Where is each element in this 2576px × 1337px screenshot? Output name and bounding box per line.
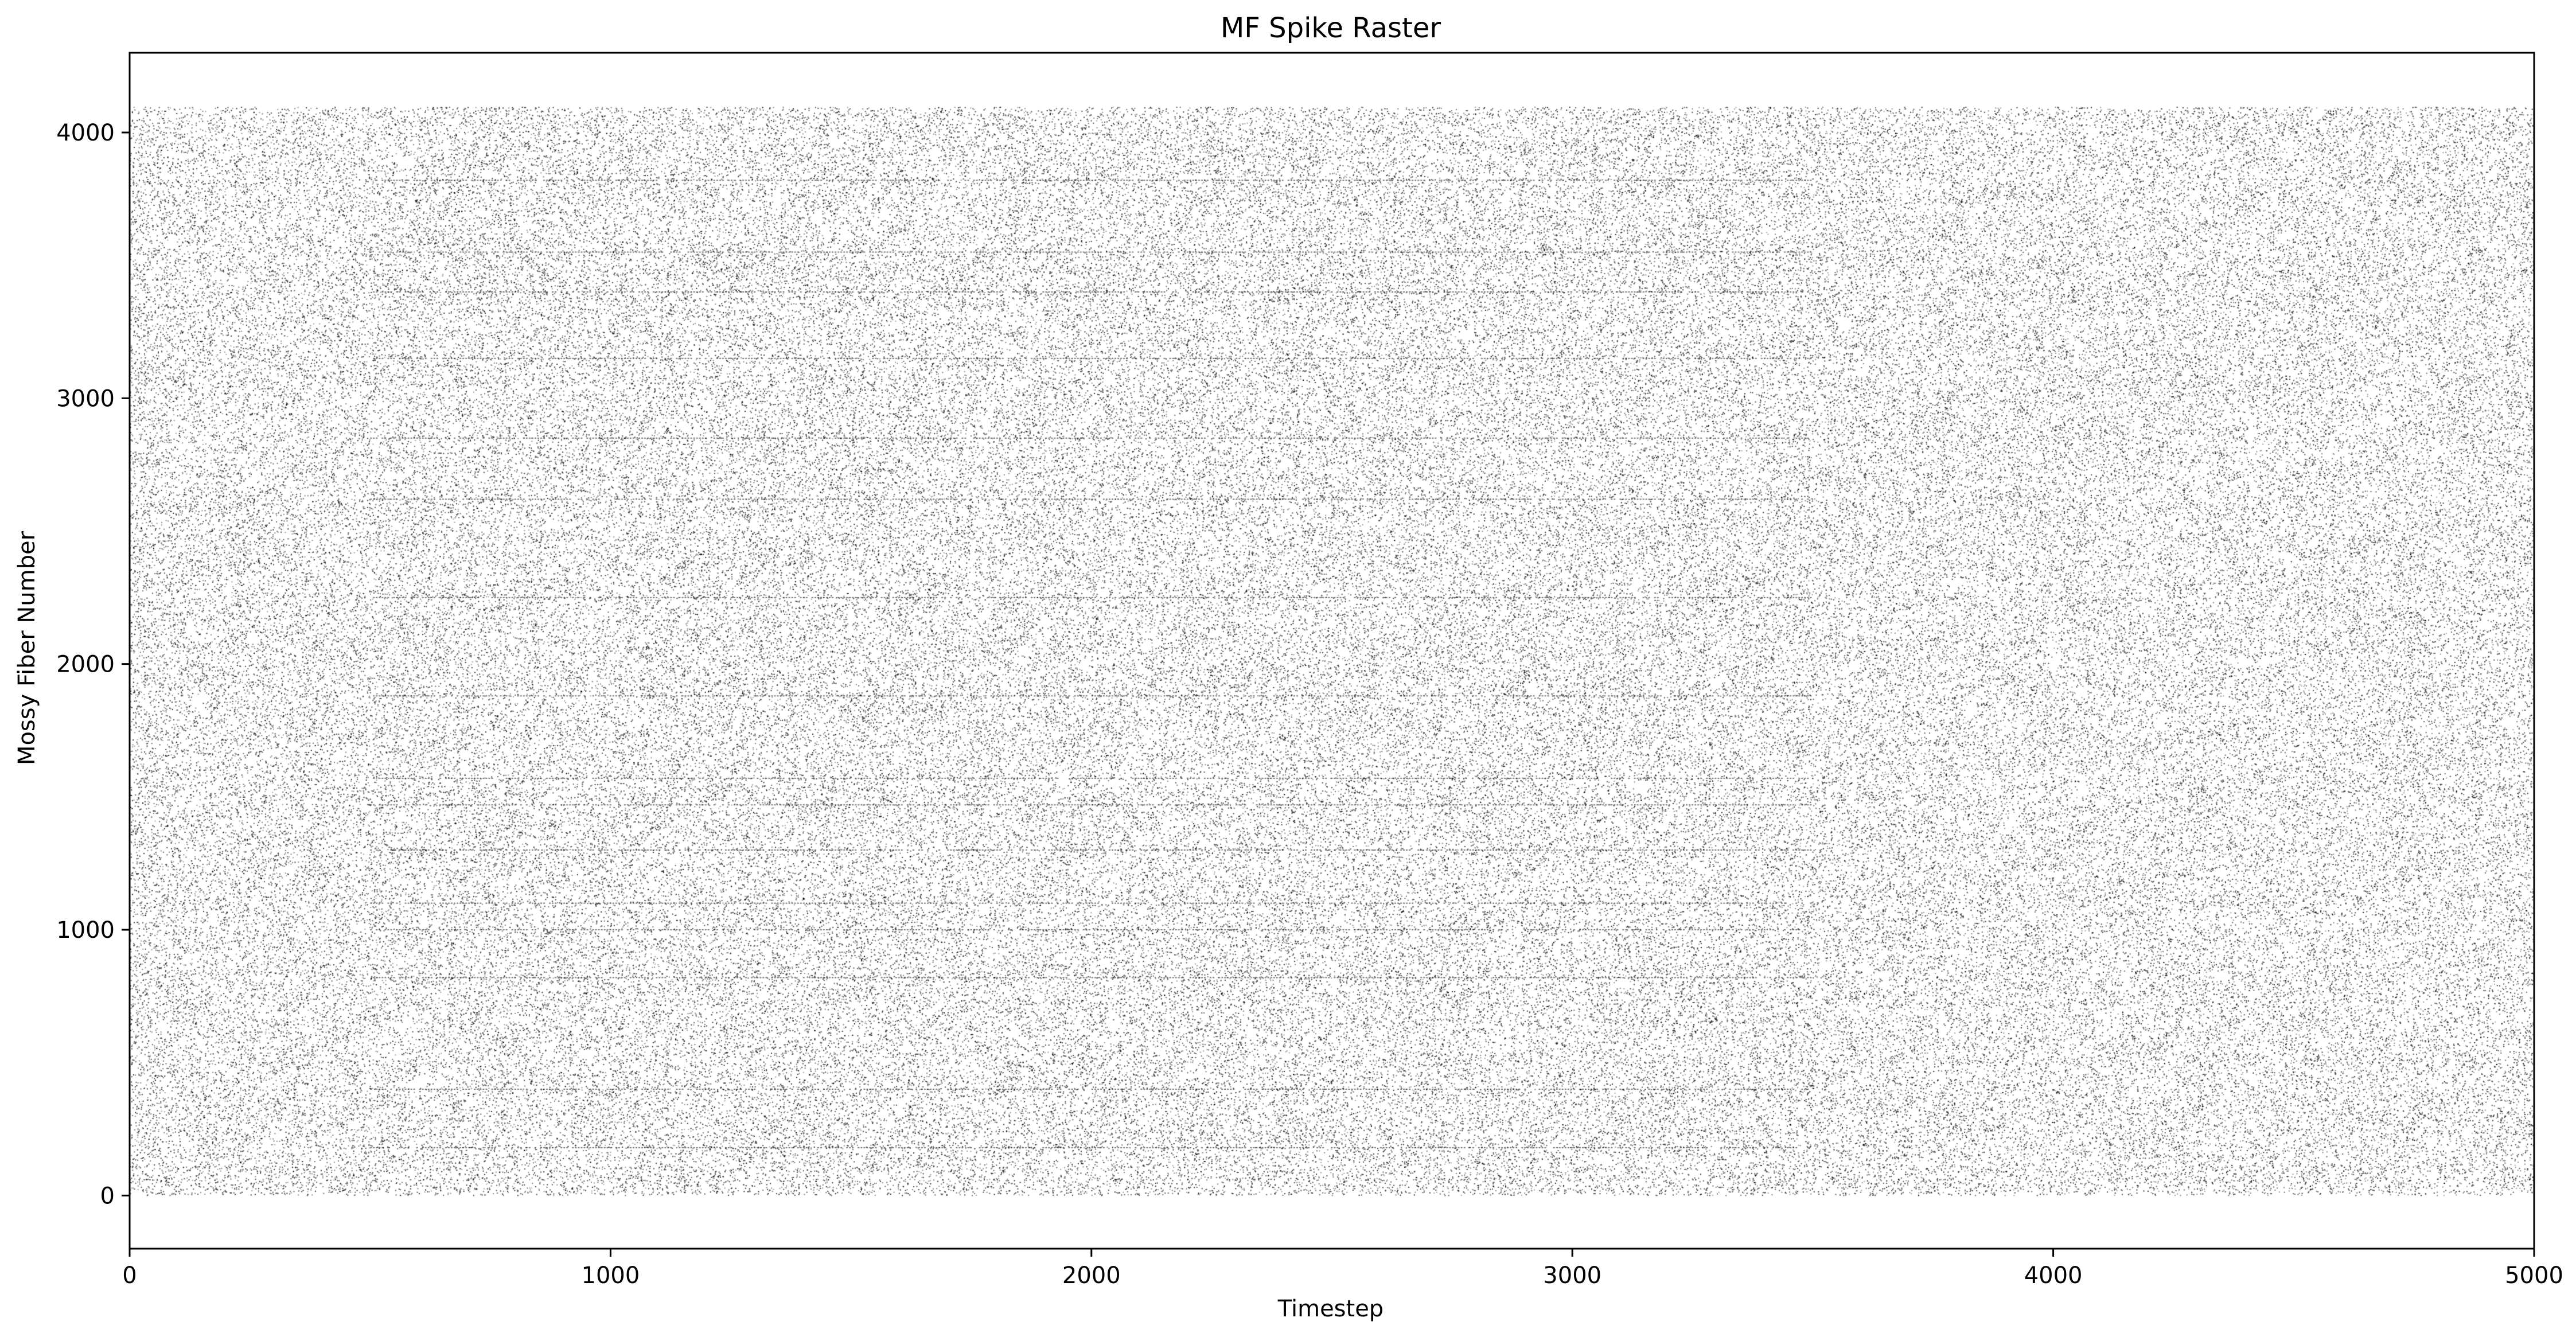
x-axis-ticks: 0 1000 2000 3000 4000 5000 — [122, 1249, 2563, 1289]
chart-title: MF Spike Raster — [1221, 12, 1441, 44]
y-tick-label: 2000 — [56, 652, 115, 678]
y-axis-ticks: 0 1000 2000 3000 4000 — [56, 120, 130, 1209]
plot-frame — [128, 52, 2535, 1250]
x-tick-label: 5000 — [2505, 1262, 2563, 1289]
x-tick-label: 1000 — [582, 1262, 640, 1289]
x-tick-label: 2000 — [1062, 1262, 1121, 1289]
x-tick-label: 0 — [122, 1262, 137, 1289]
y-tick-label: 1000 — [56, 917, 115, 944]
y-tick-label: 4000 — [56, 120, 115, 146]
y-axis-title: Mossy Fiber Number — [14, 531, 40, 765]
x-tick-label: 3000 — [1543, 1262, 1601, 1289]
y-tick-label: 3000 — [56, 385, 115, 412]
x-tick-label: 4000 — [2024, 1262, 2083, 1289]
spike-raster-marks — [130, 53, 2534, 1249]
x-axis-title: Timestep — [1277, 1296, 1384, 1322]
y-tick-label: 0 — [100, 1183, 115, 1209]
